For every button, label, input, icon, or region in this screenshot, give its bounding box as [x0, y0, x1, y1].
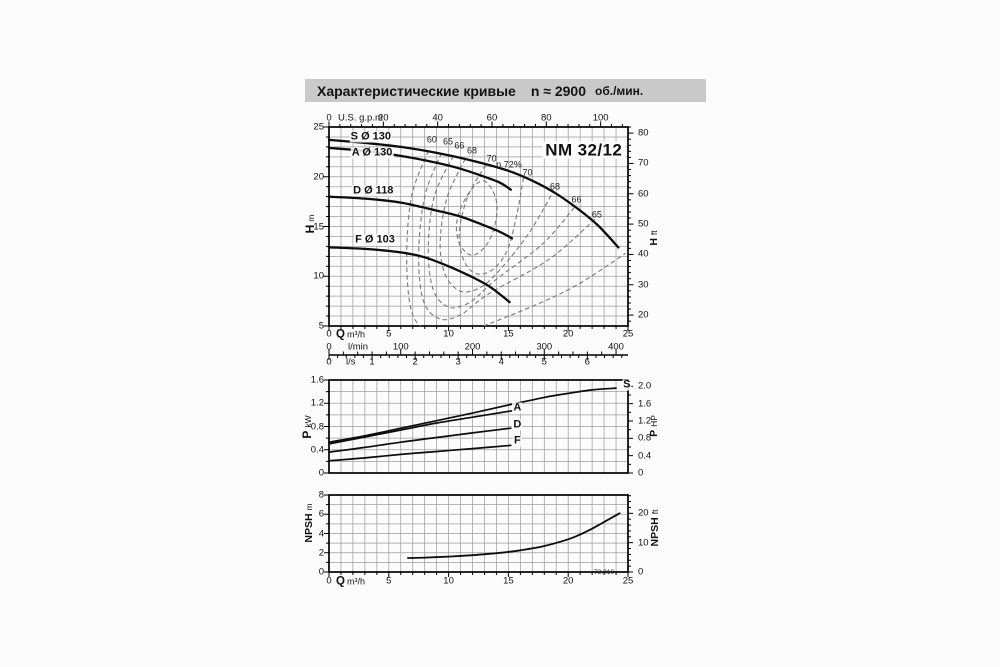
efficiency-contour-70 [458, 164, 525, 275]
efficiency-contours [406, 150, 626, 326]
head-curve-F [327, 246, 511, 304]
efficiency-contour-72 [455, 180, 498, 256]
power-curve-A [328, 409, 513, 445]
efficiency-contour-66 [427, 155, 578, 309]
power-curve-D [328, 427, 512, 453]
head-curve-S [327, 138, 620, 249]
title-speed-unit: об./мин. [595, 83, 644, 98]
power-curve-F [328, 444, 512, 462]
power-curve-S [328, 387, 617, 444]
page-title: Характеристические кривые [317, 82, 516, 99]
head-curve-D [327, 195, 514, 240]
efficiency-contour-68 [439, 158, 555, 293]
efficiency-contour-60 [406, 150, 626, 326]
npsh-chart-grid [329, 495, 628, 572]
power-chart-grid [329, 380, 628, 473]
title-speed: n ≈ 2900 [530, 82, 587, 99]
head-curve-A [327, 146, 512, 191]
npsh-curve [407, 512, 621, 559]
title-bar: Характеристические кривые n ≈ 2900 об./м… [305, 79, 706, 102]
axis-ticks [323, 121, 634, 577]
